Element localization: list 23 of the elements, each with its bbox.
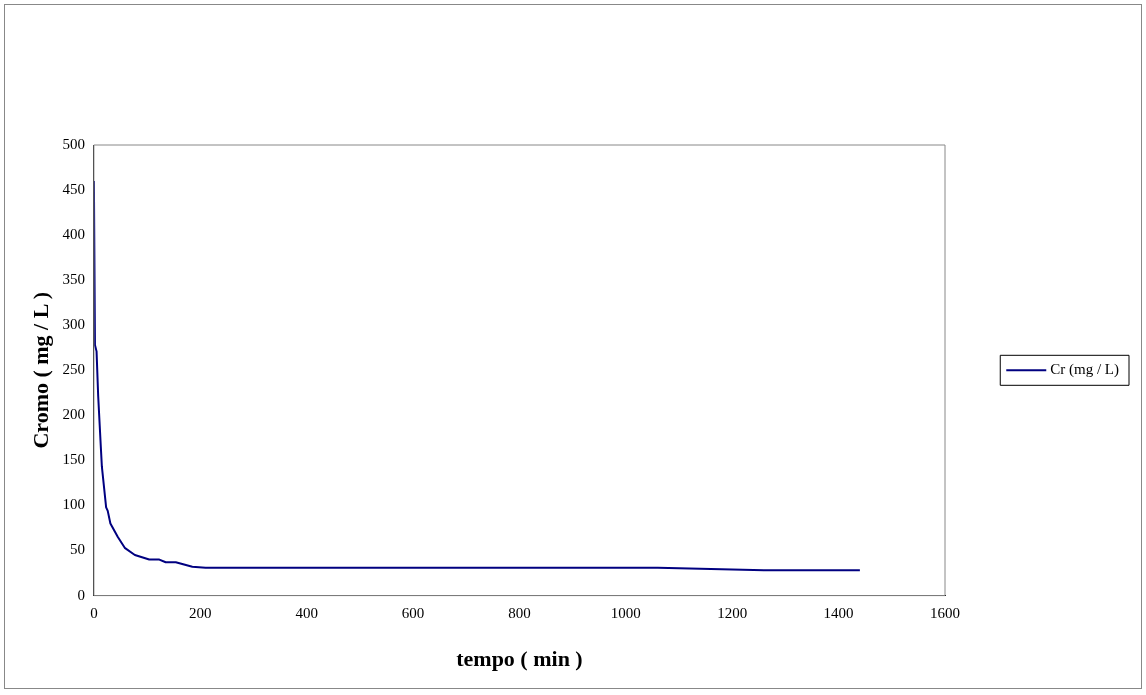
x-tick-label: 1600 [930,604,960,621]
y-tick-label: 50 [69,541,85,558]
x-tick-label: 0 [90,604,98,621]
x-axis-title: tempo ( min ) [456,646,583,672]
y-tick-label: 350 [62,271,85,288]
legend-label: Cr (mg / L) [1050,361,1120,379]
x-tick-label: 600 [401,604,425,621]
y-axis-title: Cromo ( mg / L ) [27,291,53,449]
y-tick-label: 100 [62,496,85,513]
y-tick-label: 400 [62,226,85,243]
x-tick-label: 1000 [610,604,641,621]
x-tick-label: 400 [295,604,318,621]
x-tick-label: 1400 [823,604,854,621]
x-tick-label: 800 [508,604,531,621]
y-tick-label: 0 [77,586,85,603]
y-tick-label: 150 [62,451,85,468]
y-tick-label: 200 [62,406,85,423]
x-tick-label: 200 [189,604,212,621]
y-tick-label: 500 [62,135,85,152]
y-tick-label: 450 [62,181,85,197]
x-tick-label: 1200 [717,604,748,621]
y-tick-label: 250 [62,361,85,378]
y-tick-label: 300 [62,316,85,333]
